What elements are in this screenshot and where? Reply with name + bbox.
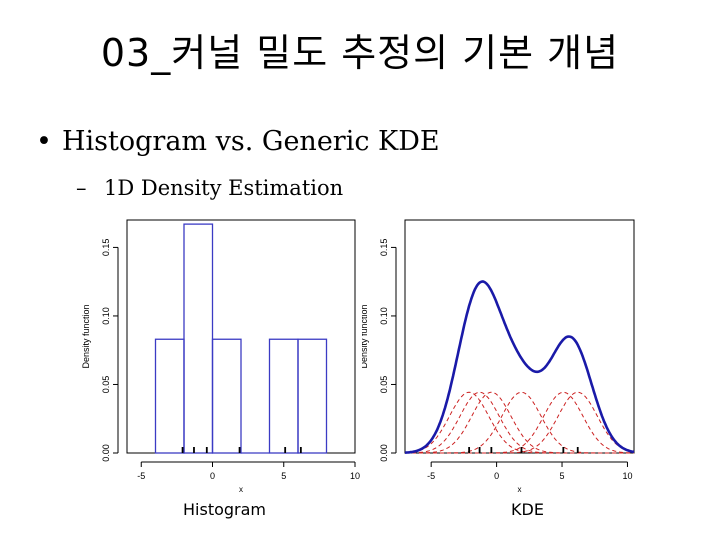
kde-chart: -5 0 5 10 x 0.00 0.05 0.10 0.15 Density function bbox=[359, 215, 647, 499]
histogram-bar bbox=[183, 223, 214, 454]
dash-icon: – bbox=[76, 176, 87, 200]
x-tick-label: 10 bbox=[622, 471, 632, 481]
bullet-text: Histogram vs. Generic KDE bbox=[62, 126, 440, 157]
page-title: 03_커널 밀도 추정의 기본 개념 bbox=[100, 31, 620, 75]
kde-curve bbox=[404, 280, 635, 454]
x-tick-label: 0 bbox=[210, 471, 215, 481]
y-axis-label: Density function bbox=[362, 304, 369, 368]
x-tick-label: 10 bbox=[350, 471, 360, 481]
y-tick-label: 0.10 bbox=[101, 307, 111, 325]
sub-bullet-text: 1D Density Estimation bbox=[104, 176, 344, 200]
y-axis-label: Density function bbox=[81, 304, 91, 368]
y-tick-label: 0.05 bbox=[379, 376, 389, 394]
histogram-bar bbox=[297, 338, 328, 454]
bullet-item: • Histogram vs. Generic KDE bbox=[36, 126, 440, 157]
y-tick-label: 0.10 bbox=[379, 307, 389, 325]
x-tick-label: 0 bbox=[494, 471, 499, 481]
sub-bullet-item: –1D Density Estimation bbox=[76, 176, 343, 200]
x-tick-label: -5 bbox=[137, 471, 145, 481]
bullet-dot-icon: • bbox=[36, 126, 52, 157]
plot-frame bbox=[404, 219, 635, 454]
histogram-bar bbox=[268, 338, 299, 454]
x-tick-label: 5 bbox=[560, 471, 565, 481]
histogram-bar bbox=[154, 338, 185, 454]
kde-svg: -5 0 5 10 x 0.00 0.05 0.10 0.15 Density function bbox=[359, 219, 635, 494]
kernel-curve bbox=[404, 391, 634, 454]
histogram-caption: Histogram bbox=[183, 500, 266, 519]
x-axis-label: x bbox=[239, 485, 243, 494]
x-tick-label: -5 bbox=[427, 471, 435, 481]
histogram-svg: -5 0 5 10 x 0.00 0.05 0.10 0.15 Density function bbox=[81, 219, 360, 494]
y-tick-label: 0.15 bbox=[379, 239, 389, 257]
histogram-bar bbox=[211, 338, 242, 454]
x-tick-label: 5 bbox=[281, 471, 286, 481]
histogram-chart: -5 0 5 10 x 0.00 0.05 0.10 0.15 Density function bbox=[80, 215, 365, 499]
y-tick-label: 0.15 bbox=[101, 239, 111, 257]
kernel-curve bbox=[405, 391, 634, 454]
y-tick-label: 0.05 bbox=[101, 376, 111, 394]
kde-caption: KDE bbox=[511, 500, 544, 519]
x-axis-label: x bbox=[518, 485, 522, 494]
kernel-curve bbox=[405, 391, 635, 454]
y-tick-label: 0.00 bbox=[101, 444, 111, 462]
y-tick-label: 0.00 bbox=[379, 444, 389, 462]
